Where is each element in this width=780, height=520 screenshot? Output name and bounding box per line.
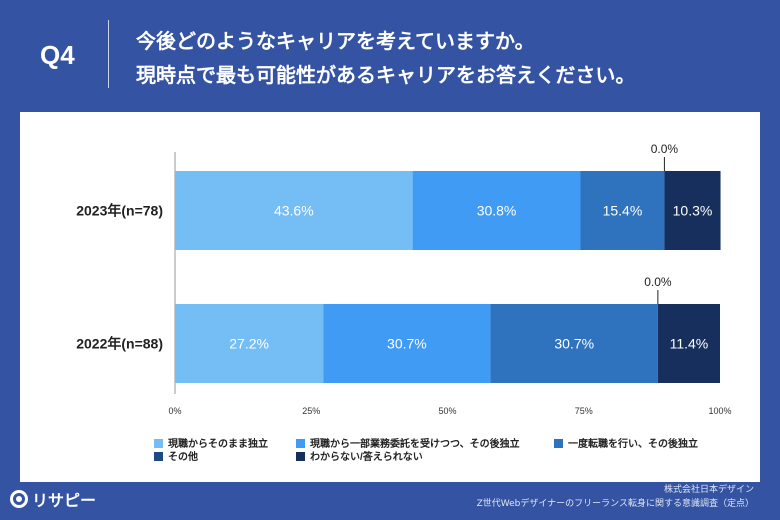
data-label: 11.4% bbox=[670, 336, 709, 352]
data-label: 30.8% bbox=[477, 203, 517, 219]
category-label: 2022年(n=88) bbox=[76, 336, 163, 352]
question-text: 今後どのようなキャリアを考えていますか。 現時点で最も可能性があるキャリアをお答… bbox=[136, 24, 635, 92]
legend-swatch bbox=[296, 439, 305, 448]
bar-segment bbox=[657, 304, 720, 383]
legend-label: わからない/答えられない bbox=[310, 450, 423, 463]
source-survey: Z世代Webデザイナーのフリーランス転身に関する意識調査（定点） bbox=[476, 499, 754, 509]
logo-pin-icon bbox=[10, 490, 28, 508]
data-label-zero: 0.0% bbox=[644, 275, 672, 289]
x-tick-label: 50% bbox=[438, 406, 456, 416]
legend-swatch bbox=[554, 439, 563, 448]
header-divider bbox=[108, 20, 109, 88]
x-tick-label: 25% bbox=[302, 406, 320, 416]
legend-label: その他 bbox=[168, 450, 198, 463]
bar-segment bbox=[175, 171, 413, 250]
data-label: 15.4% bbox=[603, 203, 643, 219]
source-credit: 株式会社日本デザイン Z世代Webデザイナーのフリーランス転身に関する意識調査（… bbox=[477, 483, 754, 511]
question-line-2: 現時点で最も可能性があるキャリアをお答えください。 bbox=[136, 63, 636, 87]
x-tick-label: 0% bbox=[168, 406, 181, 416]
bar-segment bbox=[175, 304, 324, 383]
brand-logo: リサピー bbox=[10, 487, 96, 511]
data-label: 10.3% bbox=[673, 203, 713, 219]
data-label: 27.2% bbox=[229, 336, 269, 352]
data-label: 30.7% bbox=[387, 336, 427, 352]
legend-label: 現職からそのまま独立 bbox=[168, 437, 268, 450]
question-line-1: 今後どのようなキャリアを考えていますか。 bbox=[136, 29, 535, 53]
data-label: 30.7% bbox=[554, 336, 594, 352]
data-label-zero: 0.0% bbox=[651, 142, 679, 156]
question-number: Q4 bbox=[40, 40, 75, 70]
legend-label: 一度転職を行い、その後独立 bbox=[568, 437, 698, 450]
bar-segment bbox=[580, 171, 665, 250]
legend-swatch bbox=[154, 439, 163, 448]
bar-segment bbox=[490, 304, 658, 383]
category-label: 2023年(n=78) bbox=[76, 203, 163, 219]
data-label: 43.6% bbox=[274, 203, 314, 219]
bar-segment bbox=[664, 171, 721, 250]
stacked-bar-chart: 2023年(n=78) 43.6% 30.8% 15.4% 0.0% 10.3% 2022年… bbox=[76, 142, 731, 463]
bar-segment bbox=[412, 171, 581, 250]
legend-swatch bbox=[296, 452, 305, 461]
legend-label: 現職から一部業務委託を受けつつ、その後独立 bbox=[310, 437, 520, 450]
x-tick-label: 75% bbox=[575, 406, 593, 416]
bar-segment bbox=[323, 304, 491, 383]
logo-text: リサピー bbox=[32, 491, 97, 510]
source-company: 株式会社日本デザイン bbox=[663, 485, 754, 495]
legend-swatch bbox=[154, 452, 163, 461]
x-tick-label: 100% bbox=[708, 406, 731, 416]
header: Q4 今後どのようなキャリアを考えていますか。 現時点で最も可能性があるキャリア… bbox=[0, 0, 780, 108]
chart-card: 2023年(n=78) 43.6% 30.8% 15.4% 0.0% 10.3% 2022年… bbox=[20, 112, 760, 482]
